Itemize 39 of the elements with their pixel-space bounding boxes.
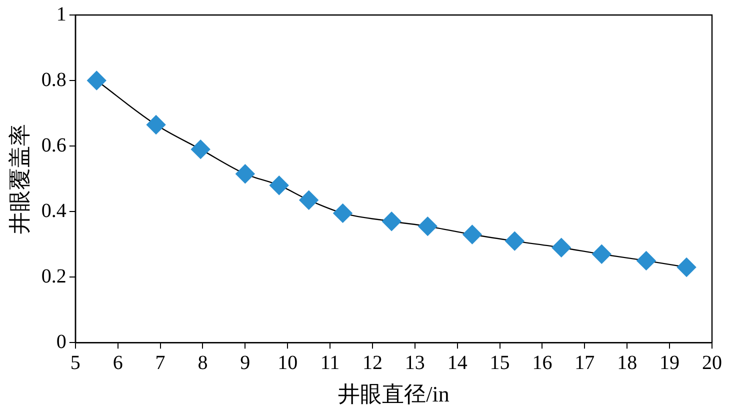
point [676,258,696,277]
point [418,216,438,236]
x-tick-label: 18 [617,352,638,374]
y-tick-label: 0.4 [41,200,66,222]
point [87,70,106,90]
x-tick-label: 12 [362,352,382,374]
x-axis-title: 井眼直径/in [338,382,450,407]
point [505,231,524,251]
point [333,204,352,223]
point [146,115,166,134]
x-tick-label: 15 [490,352,510,374]
x-tick-label: 5 [70,352,80,374]
point [236,164,255,184]
x-tick-label: 16 [532,352,552,374]
y-tick-label: 0 [56,330,66,353]
x-tick-label: 11 [320,352,340,374]
x-tick-label: 10 [278,352,298,374]
point [382,212,402,231]
point [191,140,210,159]
point [299,190,318,210]
x-tick-label: 6 [112,352,123,374]
y-tick-label: 0.8 [41,68,66,91]
x-tick-label: 14 [447,352,468,374]
point [462,224,482,244]
point [636,251,656,270]
point [270,176,289,195]
x-tick-label: 7 [155,352,166,374]
y-tick-label: 0.6 [41,134,66,156]
x-tick-label: 17 [574,352,595,374]
x-tick-label: 13 [404,352,425,374]
point [592,244,612,264]
y-tick-label: 1 [56,3,66,26]
x-tick-label: 8 [198,352,208,374]
x-tick-label: 9 [240,352,250,374]
x-tick-label: 19 [660,352,680,374]
x-tick-label: 20 [702,352,722,374]
y-tick-label: 0.2 [41,265,66,288]
point [552,238,571,258]
y-axis-title: 井眼覆盖率 [6,124,32,234]
